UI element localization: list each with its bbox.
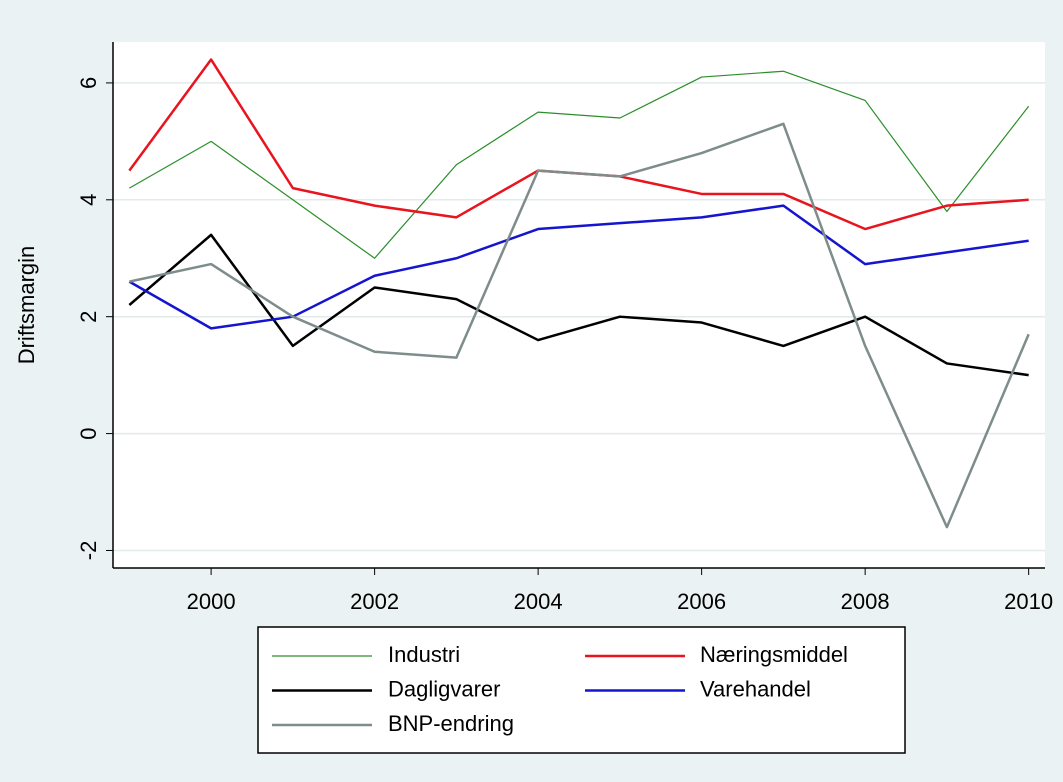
legend-label: BNP-endring	[388, 711, 514, 736]
series-line	[129, 70, 1030, 259]
x-tick-label: 2000	[187, 589, 236, 614]
legend-label: Industri	[388, 642, 460, 667]
x-tick-label: 2006	[677, 589, 726, 614]
legend-label: Dagligvarer	[388, 676, 501, 701]
x-tick-label: 2002	[350, 589, 399, 614]
y-tick-label: 4	[76, 194, 101, 206]
x-tick-label: 2008	[841, 589, 890, 614]
x-tick-label: 2004	[514, 589, 563, 614]
y-axis-label: Driftsmargin	[14, 246, 39, 365]
x-tick-label: 2010	[1004, 589, 1053, 614]
legend-label: Varehandel	[700, 676, 811, 701]
y-tick-label: 2	[76, 311, 101, 323]
series-line	[128, 204, 1029, 330]
plot-area	[113, 42, 1045, 568]
y-tick-label: 0	[76, 427, 101, 439]
series-line	[129, 122, 1030, 529]
legend-label: Næringsmiddel	[700, 642, 848, 667]
series-line	[128, 233, 1029, 377]
y-tick-label: -2	[76, 541, 101, 561]
y-tick-label: 6	[76, 77, 101, 89]
